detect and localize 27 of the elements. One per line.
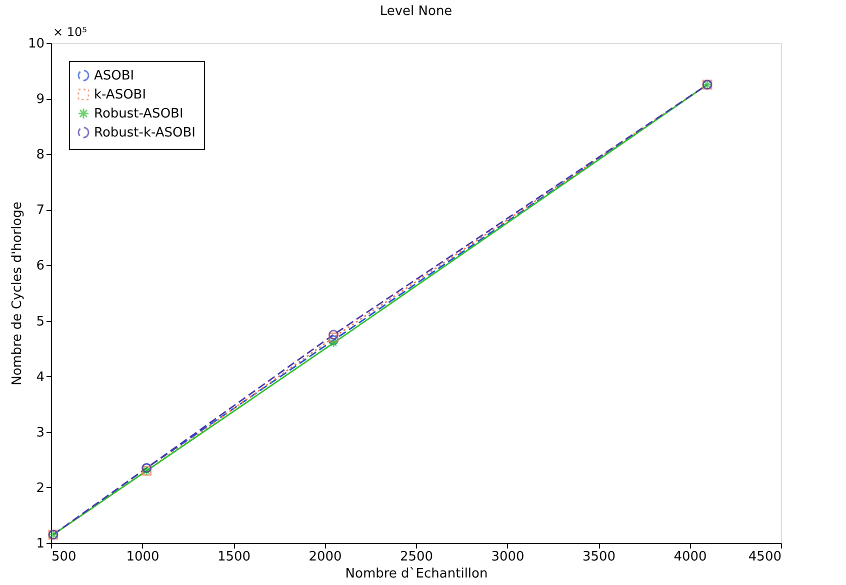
y-tick-label: 6	[36, 258, 44, 274]
y-tick-label: 1	[36, 536, 44, 552]
text: × 10⁵	[53, 25, 88, 39]
x-tick-label: 3000	[491, 550, 524, 564]
x-tick-label: 4000	[674, 550, 707, 564]
y-tick-label: 7	[36, 203, 44, 218]
y-tick-label: 8	[36, 148, 44, 163]
x-tick-label: 4500	[748, 550, 782, 564]
legend-label: Robust-ASOBI	[94, 106, 184, 122]
x-tick-label: 2000	[308, 550, 342, 564]
y-axis-title: Nombre de Cycles d'horloge	[10, 202, 25, 386]
x-axis-title: Nombre d`Echantillon	[345, 566, 488, 582]
legend-label: Robust-k-ASOBI	[94, 126, 196, 140]
y-tick-label: 9	[36, 92, 44, 108]
x-tick-label: 2500	[400, 550, 434, 564]
y-tick-label: 10	[28, 36, 44, 52]
x-tick-label: 3500	[582, 550, 616, 564]
y-tick-label: 2	[36, 480, 44, 496]
y-tick-label: 4	[36, 370, 44, 385]
x-tick-label: 500	[52, 550, 76, 564]
legend-label: ASOBI	[94, 68, 134, 84]
y-tick-label: 5	[36, 314, 44, 330]
legend-label: k-ASOBI	[94, 88, 146, 102]
y-tick-label: 3	[36, 425, 44, 440]
x-tick-label: 1500	[217, 550, 251, 564]
x-tick-label: 1000	[126, 550, 160, 564]
chart-title: Level None	[380, 4, 452, 19]
